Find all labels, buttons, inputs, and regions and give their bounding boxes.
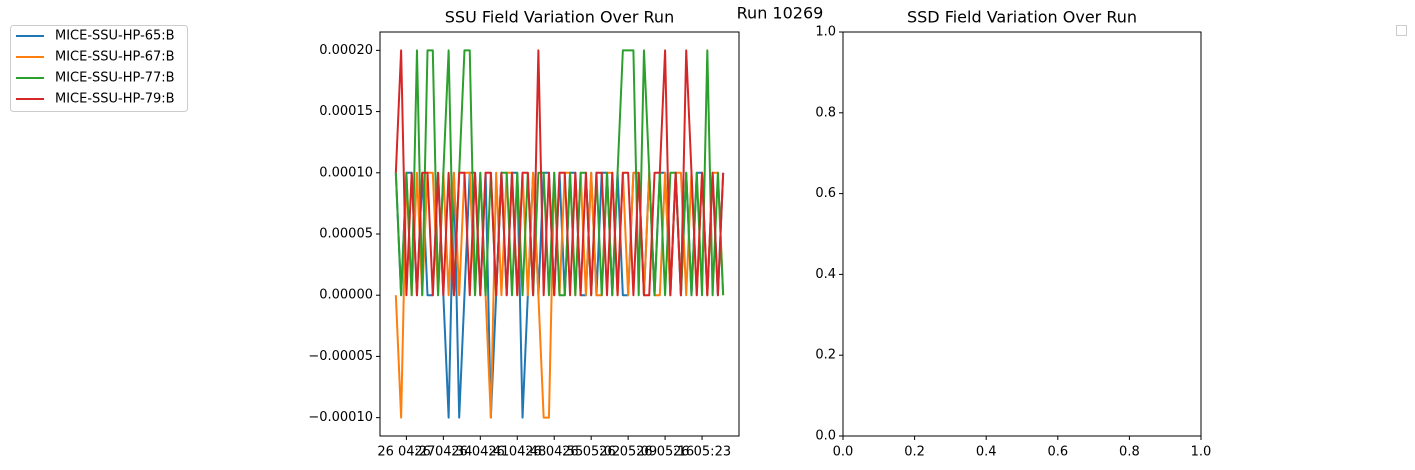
axes-frame xyxy=(842,31,1202,437)
y-tick-label: 0.00020 xyxy=(319,43,373,58)
y-tick-label: 0.00005 xyxy=(319,227,373,242)
x-tick-label: 1.0 xyxy=(1191,445,1212,460)
x-tick-label: 26 05:16 xyxy=(636,445,694,460)
x-tick-label: 26 05:23 xyxy=(673,445,731,460)
legend-label: MICE-SSU-HP-65:B xyxy=(55,29,175,44)
y-tick-label: 1.0 xyxy=(815,25,836,40)
y-tick-label: 0.6 xyxy=(815,186,836,201)
y-tick-label: −0.00010 xyxy=(308,410,373,425)
y-tick-label: 0.2 xyxy=(815,348,836,363)
x-tick-label: 0.0 xyxy=(833,445,854,460)
x-tick-label: 0.2 xyxy=(904,445,925,460)
x-tick-label: 26 04:41 xyxy=(451,445,509,460)
y-tick-label: 0.0 xyxy=(815,429,836,444)
x-tick-label: 26 04:48 xyxy=(488,445,546,460)
y-tick-label: 0.00010 xyxy=(319,165,373,180)
x-tick-label: 26 04:34 xyxy=(414,445,472,460)
y-tick-label: −0.00005 xyxy=(308,349,373,364)
y-tick-label: 0.00000 xyxy=(319,288,373,303)
figure-title: Run 10269 xyxy=(737,4,824,23)
y-tick-label: 0.4 xyxy=(815,267,836,282)
x-tick-label: 26 04:55 xyxy=(525,445,583,460)
legend-label: MICE-SSU-HP-67:B xyxy=(55,50,175,65)
x-tick-label: 0.6 xyxy=(1047,445,1068,460)
x-tick-label: 0.8 xyxy=(1119,445,1140,460)
legend-box xyxy=(10,25,188,112)
y-tick-label: 0.8 xyxy=(815,105,836,120)
series-line xyxy=(394,49,725,297)
x-tick-label: 26 04:27 xyxy=(377,445,435,460)
legend-label: MICE-SSU-HP-77:B xyxy=(55,71,175,86)
x-tick-label: 26 05:09 xyxy=(599,445,657,460)
x-tick-label: 26 05:02 xyxy=(562,445,620,460)
y-tick-label: 0.00015 xyxy=(319,104,373,119)
chart-title: SSD Field Variation Over Run xyxy=(907,8,1137,27)
x-tick-label: 0.4 xyxy=(976,445,997,460)
legend-label: MICE-SSU-HP-79:B xyxy=(55,92,175,107)
chart-title: SSU Field Variation Over Run xyxy=(445,8,674,27)
empty-legend xyxy=(1396,25,1407,36)
